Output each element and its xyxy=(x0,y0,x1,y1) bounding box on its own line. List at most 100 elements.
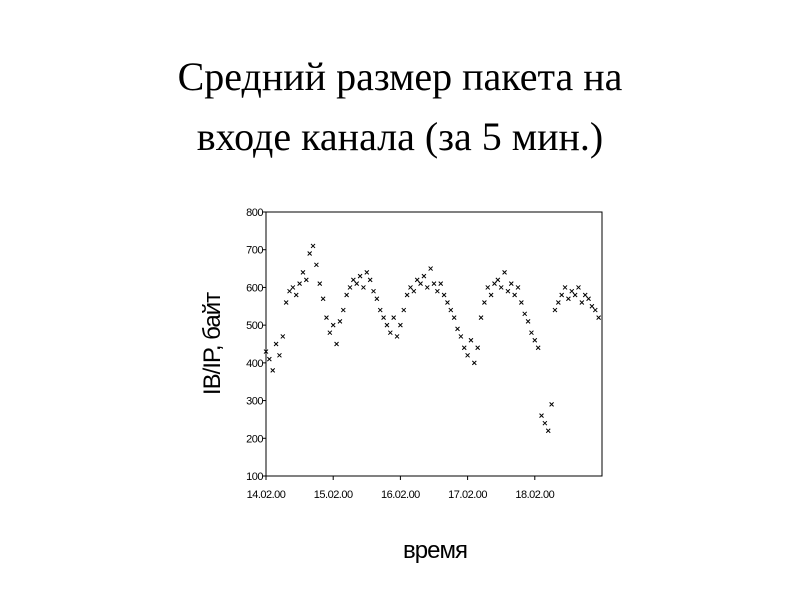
point xyxy=(482,300,487,305)
point xyxy=(522,311,528,317)
point xyxy=(310,243,316,249)
point xyxy=(579,300,585,305)
x-tick-label: 14.02.00 xyxy=(247,489,286,501)
point xyxy=(455,326,460,332)
point xyxy=(401,307,407,313)
x-axis-label: время xyxy=(403,537,467,564)
y-tick-label: 800 xyxy=(246,207,263,219)
point xyxy=(569,288,575,294)
point xyxy=(515,285,521,290)
point xyxy=(330,322,336,328)
point xyxy=(535,345,541,351)
point xyxy=(525,319,531,324)
point xyxy=(364,269,370,275)
plot-frame xyxy=(265,211,603,477)
point xyxy=(347,285,353,290)
point xyxy=(361,285,366,290)
y-tick-label: 400 xyxy=(246,358,263,370)
point xyxy=(582,292,588,298)
title-line: входе канала (за 5 мин.) xyxy=(197,114,603,159)
point xyxy=(371,288,376,294)
point xyxy=(314,262,319,268)
x-tick-label: 18.02.00 xyxy=(515,489,554,501)
point xyxy=(327,330,333,336)
point xyxy=(428,266,433,271)
y-tick-label: 300 xyxy=(246,396,263,408)
point xyxy=(596,315,601,320)
point xyxy=(566,296,571,302)
y-tick-label: 100 xyxy=(246,471,263,483)
y-tick-label: 500 xyxy=(246,320,263,332)
point xyxy=(324,315,329,320)
y-axis-label: IB/IP, байт xyxy=(199,292,226,395)
point xyxy=(357,273,363,279)
point xyxy=(377,307,383,313)
point xyxy=(498,285,504,290)
point xyxy=(404,292,410,298)
point xyxy=(354,281,360,287)
point xyxy=(277,352,282,358)
point xyxy=(576,285,581,290)
point xyxy=(495,277,501,283)
point xyxy=(478,315,484,320)
point xyxy=(337,319,343,324)
point xyxy=(592,307,598,313)
point xyxy=(468,337,474,343)
point xyxy=(438,281,444,287)
point xyxy=(555,300,561,305)
point xyxy=(418,281,423,287)
point xyxy=(270,368,276,373)
point xyxy=(411,288,417,294)
x-tick-label: 15.02.00 xyxy=(314,489,353,501)
y-tick-label: 700 xyxy=(246,245,263,257)
point xyxy=(532,337,538,343)
point xyxy=(263,349,269,354)
point xyxy=(542,420,548,426)
point xyxy=(451,315,457,320)
point xyxy=(471,360,477,366)
x-tick-label: 17.02.00 xyxy=(448,489,487,501)
point xyxy=(505,288,511,294)
point xyxy=(293,292,299,298)
point xyxy=(502,269,507,275)
y-tick-label: 200 xyxy=(246,433,263,445)
point xyxy=(421,273,427,279)
point xyxy=(488,292,494,298)
point xyxy=(539,413,544,419)
point xyxy=(273,341,279,347)
point xyxy=(340,307,346,313)
point xyxy=(387,330,393,336)
point xyxy=(300,269,306,275)
point xyxy=(283,300,289,305)
point xyxy=(374,296,380,302)
point xyxy=(408,285,413,290)
point xyxy=(448,307,454,313)
point xyxy=(280,334,286,339)
point xyxy=(589,303,595,309)
point xyxy=(545,428,551,434)
point xyxy=(458,334,464,339)
y-tick-label: 600 xyxy=(246,282,263,294)
point xyxy=(297,281,302,287)
point xyxy=(307,251,313,256)
point xyxy=(398,322,403,328)
point xyxy=(529,330,534,336)
point xyxy=(562,285,568,290)
point xyxy=(351,277,356,283)
point xyxy=(334,341,339,347)
point xyxy=(287,288,292,294)
point xyxy=(414,277,420,283)
point xyxy=(435,288,440,294)
point xyxy=(384,322,390,328)
point xyxy=(461,345,467,351)
point xyxy=(475,345,481,351)
point xyxy=(492,281,497,287)
point xyxy=(485,285,491,290)
point xyxy=(394,334,400,339)
point xyxy=(552,307,558,313)
point xyxy=(344,292,349,298)
point xyxy=(431,281,437,287)
point xyxy=(267,356,272,362)
point xyxy=(320,296,326,302)
